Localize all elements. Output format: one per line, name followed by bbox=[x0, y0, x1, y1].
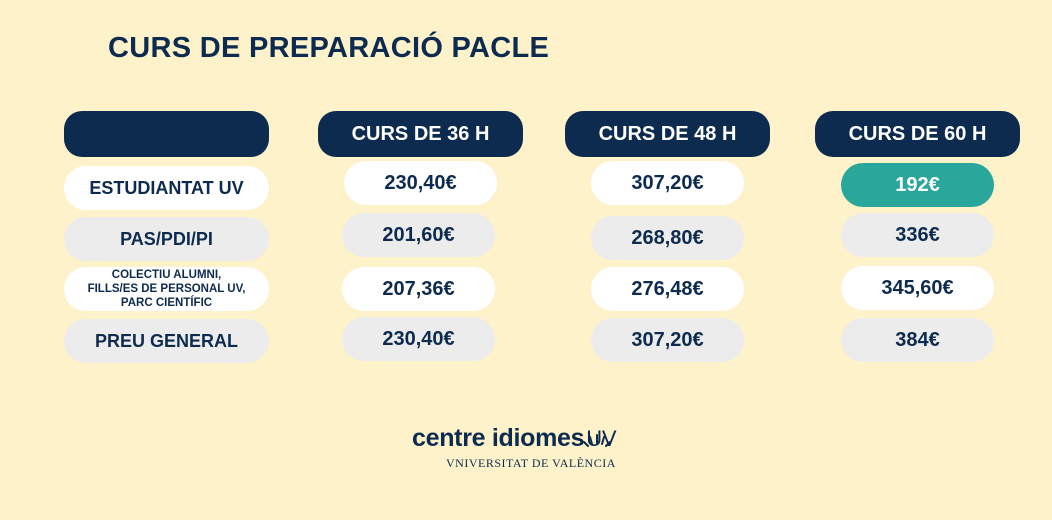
row-label-estudiantat: ESTUDIANTAT UV bbox=[64, 166, 269, 210]
centre-idiomes-logo: centre idiomes UV VNIVERSITAT DE VALÈNCI… bbox=[412, 424, 652, 471]
price-cell: 336€ bbox=[841, 213, 994, 257]
price-cell: 268,80€ bbox=[591, 216, 744, 260]
price-cell: 230,40€ bbox=[342, 317, 495, 361]
price-cell: 207,36€ bbox=[342, 267, 495, 311]
price-cell: 384€ bbox=[841, 318, 994, 362]
page-title: CURS DE PREPARACIÓ PACLE bbox=[108, 32, 550, 64]
header-60h: CURS DE 60 H bbox=[815, 111, 1020, 157]
price-cell: 307,20€ bbox=[591, 161, 744, 205]
header-36h: CURS DE 36 H bbox=[318, 111, 523, 157]
price-cell: 307,20€ bbox=[591, 318, 744, 362]
price-cell: 345,60€ bbox=[841, 266, 994, 310]
logo-university: VNIVERSITAT DE VALÈNCIA bbox=[446, 456, 616, 470]
row-label-pas: PAS/PDI/PI bbox=[64, 217, 269, 261]
price-cell: 276,48€ bbox=[591, 267, 744, 311]
row-label-colectiu: COLECTIU ALUMNI, FILLS/ES DE PERSONAL UV… bbox=[64, 267, 269, 311]
row-label-preu-general: PREU GENERAL bbox=[64, 319, 269, 363]
price-cell: 201,60€ bbox=[342, 213, 495, 257]
header-blank bbox=[64, 111, 269, 157]
logo-main-text: centre idiomes bbox=[412, 424, 585, 452]
header-48h: CURS DE 48 H bbox=[565, 111, 770, 157]
price-cell: 230,40€ bbox=[344, 161, 497, 205]
price-cell-highlight: 192€ bbox=[841, 163, 994, 207]
